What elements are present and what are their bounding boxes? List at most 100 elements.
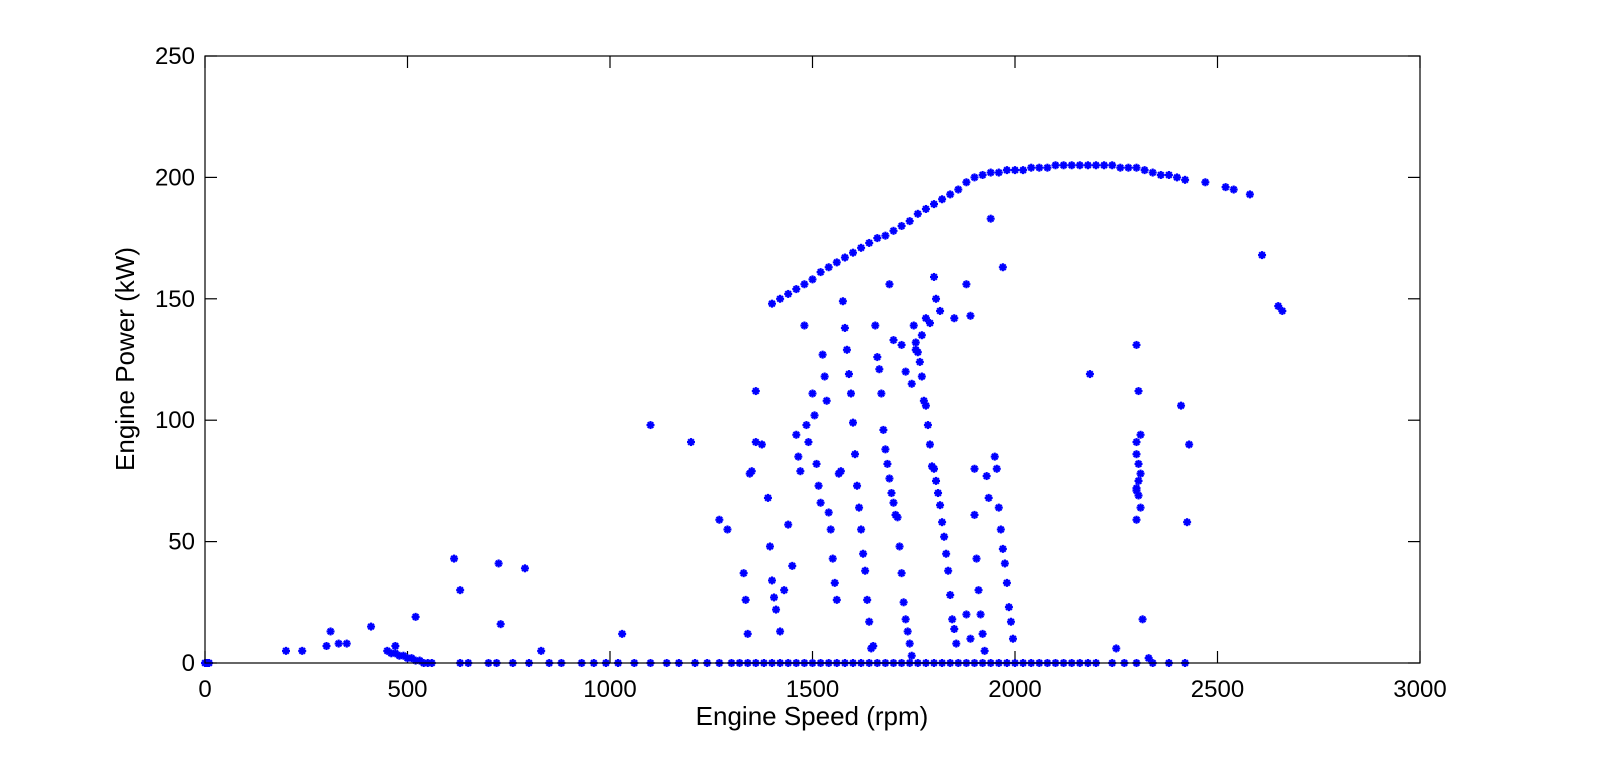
data-point-0-6: [326, 627, 335, 636]
data-point-0-221: [1011, 166, 1019, 175]
data-point-0-208: [905, 217, 914, 226]
data-point-0-80: [853, 481, 862, 490]
data-point-0-68: [828, 554, 837, 563]
data-point-0-191: [768, 299, 776, 308]
x-axis-label: Engine Speed (rpm): [696, 701, 929, 731]
data-point-0-186: [1185, 440, 1194, 449]
data-point-0-155: [990, 452, 999, 461]
data-point-0-124: [942, 549, 951, 558]
data-point-0-69: [830, 578, 839, 587]
data-point-0-167: [966, 634, 975, 643]
data-point-0-230: [1083, 161, 1092, 170]
data-point-0-22: [391, 642, 400, 651]
data-point-0-227: [1059, 161, 1068, 170]
data-point-0-224: [1035, 163, 1044, 172]
data-point-0-187: [1183, 518, 1192, 527]
data-point-0-157: [994, 503, 1003, 512]
x-tick-label-1: 500: [387, 676, 427, 703]
data-point-0-161: [1002, 578, 1011, 587]
data-point-0-150: [978, 629, 987, 638]
data-point-0-114: [921, 401, 930, 410]
y-tick-label-3: 150: [155, 286, 195, 313]
data-point-0-185: [1177, 401, 1186, 410]
data-point-0-149: [976, 610, 985, 619]
data-point-0-215: [962, 178, 971, 187]
y-tick-label-0: 0: [182, 650, 195, 677]
data-point-0-148: [974, 586, 983, 595]
data-point-0-200: [840, 253, 849, 262]
data-point-0-214: [954, 185, 963, 194]
data-point-0-244: [1221, 183, 1230, 192]
data-point-0-48: [776, 627, 785, 636]
data-point-0-213: [946, 190, 955, 199]
data-point-0-246: [1245, 190, 1254, 199]
data-point-0-41: [751, 438, 760, 447]
data-point-0-5: [322, 642, 331, 651]
y-axis-label: Engine Power (kW): [110, 247, 140, 471]
data-point-0-56: [802, 421, 811, 430]
data-point-0-85: [863, 595, 872, 604]
data-point-0-4: [298, 646, 307, 655]
data-point-0-97: [887, 489, 896, 498]
data-point-0-194: [792, 285, 801, 294]
data-point-0-31: [646, 421, 655, 430]
axis-ticks: [204, 55, 1421, 664]
data-point-0-239: [1156, 170, 1165, 179]
data-point-0-179: [1136, 430, 1145, 439]
data-point-0-243: [1201, 178, 1210, 187]
data-point-0-181: [1134, 476, 1143, 485]
data-point-0-172: [1132, 450, 1141, 459]
data-point-0-132: [897, 340, 906, 349]
data-point-0-103: [899, 598, 908, 607]
data-point-0-223: [1027, 163, 1036, 172]
data-point-0-192: [776, 294, 785, 303]
data-point-0-24: [450, 554, 459, 563]
data-point-0-240: [1164, 170, 1173, 179]
data-point-0-109: [911, 338, 920, 347]
data-point-0-141: [936, 306, 945, 315]
y-tick-label-5: 250: [155, 43, 195, 70]
data-point-0-81: [855, 503, 864, 512]
data-point-0-43: [763, 493, 772, 502]
data-point-0-162: [1004, 603, 1013, 612]
data-point-0-178: [1132, 515, 1141, 524]
data-point-0-235: [1124, 163, 1133, 172]
data-point-0-207: [897, 221, 906, 230]
data-point-0-34: [723, 525, 732, 534]
y-tick-label-4: 200: [155, 164, 195, 191]
data-point-0-195: [800, 280, 809, 289]
data-point-0-190: [1278, 306, 1287, 315]
data-point-0-7: [334, 639, 343, 648]
data-point-0-35: [739, 569, 748, 578]
data-point-0-151: [980, 646, 989, 655]
data-point-0-220: [1002, 166, 1011, 175]
data-point-0-67: [826, 525, 835, 534]
data-point-0-94: [881, 445, 890, 454]
data-point-0-154: [986, 214, 995, 223]
data-point-0-90: [873, 353, 882, 362]
data-point-0-138: [925, 319, 934, 328]
y-tick-label-2: 100: [155, 407, 195, 434]
data-point-0-204: [873, 234, 882, 243]
data-point-0-102: [897, 569, 906, 578]
x-tick-label-6: 3000: [1393, 676, 1446, 703]
data-point-0-136: [917, 331, 926, 340]
data-point-0-245: [1229, 185, 1238, 194]
data-point-0-182: [1138, 615, 1147, 624]
data-point-0-107: [907, 651, 916, 660]
data-point-0-188: [1258, 251, 1267, 260]
data-point-0-193: [784, 289, 793, 298]
data-point-0-54: [796, 467, 805, 476]
data-point-0-40: [751, 387, 760, 396]
data-point-0-50: [784, 520, 793, 529]
data-point-0-225: [1043, 163, 1052, 172]
data-point-0-135: [911, 345, 920, 354]
data-point-0-238: [1148, 168, 1157, 177]
data-point-0-125: [944, 566, 953, 575]
data-point-0-143: [962, 280, 971, 289]
data-points: [201, 161, 1287, 667]
x-tick-label-5: 2500: [1191, 676, 1244, 703]
data-point-0-72: [836, 467, 845, 476]
data-point-0-51: [788, 561, 797, 570]
data-point-0-180: [1132, 486, 1141, 495]
